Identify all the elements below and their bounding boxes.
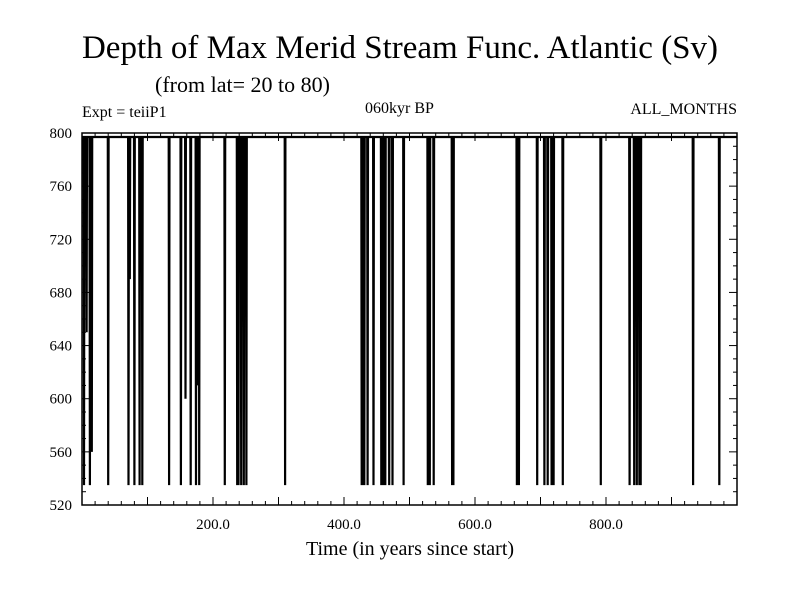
y-tick-label: 720 — [50, 232, 73, 248]
series-line — [82, 135, 737, 486]
y-tick-label: 600 — [50, 392, 73, 408]
y-tick-label: 800 — [50, 126, 73, 142]
x-axis-label: Time (in years since start) — [305, 538, 515, 560]
y-tick-label: 680 — [50, 285, 73, 301]
x-tick-label: 800.0 — [589, 517, 623, 533]
plot-frame — [81, 132, 738, 506]
series-layer — [82, 135, 737, 486]
x-tick-label: 600.0 — [458, 517, 492, 533]
chart-title: Depth of Max Merid Stream Func. Atlantic… — [81, 30, 719, 66]
x-tick-label: 200.0 — [196, 517, 230, 533]
y-tick-label: 560 — [50, 445, 73, 461]
experiment-label: Expt = teiiP1 — [82, 104, 167, 121]
period-label: 060kyr BP — [365, 100, 434, 117]
y-tick-label: 760 — [50, 179, 73, 195]
x-tick-label: 400.0 — [327, 517, 361, 533]
chart-subtitle: (from lat= 20 to 80) — [155, 72, 330, 97]
y-tick-label: 520 — [50, 498, 73, 514]
months-label: ALL_MONTHS — [630, 101, 737, 118]
y-tick-label: 640 — [50, 339, 73, 355]
